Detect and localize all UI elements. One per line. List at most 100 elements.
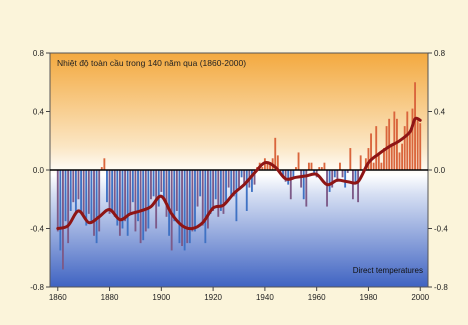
x-tick-label-1980: 1980 [360, 293, 378, 302]
bar-1917 [204, 170, 207, 244]
bar-1971 [344, 170, 347, 188]
bar-1892 [139, 170, 142, 244]
x-tick-label-2000: 2000 [411, 293, 429, 302]
x-tick-label-1860: 1860 [49, 293, 67, 302]
bar-1882 [113, 170, 116, 217]
bar-1993 [401, 143, 404, 170]
x-tick-label-1880: 1880 [101, 293, 119, 302]
x-tick-label-1920: 1920 [204, 293, 222, 302]
bar-1918 [207, 170, 209, 229]
bar-1942 [269, 162, 271, 170]
bar-1925 [225, 170, 227, 203]
bar-1923 [219, 170, 222, 211]
bar-1959 [313, 170, 316, 173]
bar-1864 [67, 170, 70, 244]
x-tick-label-1900: 1900 [152, 293, 170, 302]
bar-1902 [165, 170, 168, 217]
bar-1910 [186, 170, 189, 244]
bar-1957 [307, 162, 310, 170]
x-tick-label-1940: 1940 [256, 293, 274, 302]
y-tick-label-left: 0.8 [33, 49, 45, 58]
bar-1861 [59, 170, 62, 251]
bar-1914 [196, 170, 199, 207]
bar-1973 [349, 148, 352, 170]
bar-1929 [235, 170, 238, 222]
bar-1997 [411, 108, 414, 170]
bar-1907 [178, 170, 181, 244]
bar-1951 [292, 170, 295, 178]
bar-1948 [284, 170, 287, 182]
bar-1944 [274, 137, 277, 170]
bar-1931 [240, 170, 243, 178]
bar-1953 [297, 152, 300, 170]
bar-1967 [333, 170, 336, 178]
bar-1869 [80, 170, 82, 211]
bar-1900 [160, 170, 163, 192]
bar-1922 [217, 170, 220, 217]
bar-1883 [116, 170, 119, 226]
bar-1980 [367, 148, 370, 170]
bar-1968 [336, 170, 339, 182]
bar-1908 [181, 170, 183, 247]
bar-1904 [170, 170, 173, 251]
y-tick-label-left: 0.4 [33, 108, 45, 117]
y-tick-label-right: 0.0 [434, 166, 446, 175]
bar-1875 [95, 170, 98, 244]
axis-ticks: 1860 1880 1900 1920 1940 1960 1980 2000 0.8 0.4 0.… [30, 49, 448, 302]
bar-1905 [173, 170, 176, 222]
bar-1916 [201, 170, 204, 226]
y-tick-label-left: 0.0 [33, 166, 45, 175]
bar-1955 [302, 170, 305, 200]
bar-1954 [300, 170, 303, 188]
bar-1926 [227, 170, 230, 188]
bar-1961 [318, 167, 321, 170]
bar-1903 [168, 170, 171, 236]
y-tick-label-left: -0.4 [30, 225, 44, 234]
bar-1928 [232, 170, 235, 197]
bar-1894 [144, 170, 147, 232]
y-tick-label-left: -0.8 [30, 283, 44, 292]
bar-1878 [103, 158, 106, 170]
direct-temperatures-annotation: Direct temperatures [353, 266, 423, 275]
bar-1945 [276, 155, 279, 171]
bar-1895 [147, 170, 150, 229]
bar-1984 [377, 152, 380, 170]
bar-1995 [406, 111, 409, 170]
bar-1867 [74, 170, 77, 214]
bar-1950 [289, 170, 292, 200]
y-tick-label-right: -0.8 [434, 283, 448, 292]
bar-1930 [238, 170, 240, 188]
bar-1912 [191, 170, 194, 232]
bar-1870 [82, 170, 85, 217]
bar-1909 [183, 170, 186, 251]
bar-1862 [62, 170, 64, 270]
bar-1932 [243, 170, 246, 185]
bar-1880 [108, 170, 111, 214]
smoothed-line [56, 116, 422, 231]
bar-1874 [93, 170, 95, 236]
bar-1866 [72, 170, 75, 203]
bar-1921 [214, 170, 217, 200]
bar-1936 [253, 170, 256, 185]
bar-1901 [162, 170, 165, 200]
bar-1927 [230, 170, 233, 197]
bar-1994 [403, 126, 406, 171]
bar-1919 [209, 170, 212, 214]
bar-1897 [152, 170, 155, 197]
bar-1911 [188, 170, 191, 244]
bar-1876 [98, 170, 101, 232]
bar-1989 [390, 143, 393, 170]
bar-1865 [69, 170, 72, 211]
bar-1891 [137, 170, 139, 222]
bar-1976 [357, 170, 360, 203]
bar-1881 [111, 170, 114, 211]
bar-1887 [126, 170, 129, 236]
bar-1863 [64, 170, 67, 222]
chart-title: Nhiệt độ toàn cầu trong 140 năm qua (186… [57, 58, 246, 68]
bar-1958 [310, 162, 313, 170]
bar-1966 [331, 170, 334, 188]
bar-1985 [380, 162, 383, 170]
bar-1988 [388, 118, 391, 170]
bar-1977 [359, 155, 362, 171]
